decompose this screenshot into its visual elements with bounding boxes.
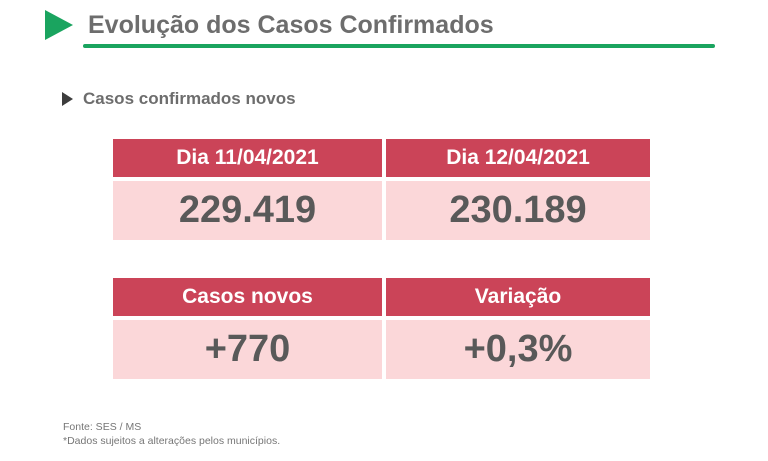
footer-source: Fonte: SES / MS <box>63 421 142 433</box>
footer-note: *Dados sujeitos a alterações pelos munic… <box>63 435 281 448</box>
table-header-day2: Dia 12/04/2021 <box>386 139 650 177</box>
green-right-arrow-icon <box>45 10 73 40</box>
section-subtitle: Casos confirmados novos <box>62 89 296 109</box>
footer: Fonte: SES / MS *Dados sujeitos a altera… <box>63 420 280 448</box>
table-value-new-cases: +770 <box>113 320 382 379</box>
table-header-variation: Variação <box>386 278 650 316</box>
table-value-day2: 230.189 <box>386 181 650 240</box>
table-value-variation: +0,3% <box>386 320 650 379</box>
page-title: Evolução dos Casos Confirmados <box>88 10 494 39</box>
table-header-new-cases: Casos novos <box>113 278 382 316</box>
table-value-day1: 229.419 <box>113 181 382 240</box>
cases-comparison-table: Dia 11/04/2021 Dia 12/04/2021 229.419 23… <box>113 139 650 240</box>
dark-right-arrow-icon <box>62 92 73 106</box>
table-header-day1: Dia 11/04/2021 <box>113 139 382 177</box>
subtitle-label: Casos confirmados novos <box>83 89 296 108</box>
title-underline <box>83 44 715 48</box>
page-header: Evolução dos Casos Confirmados <box>45 10 494 40</box>
variation-table: Casos novos Variação +770 +0,3% <box>113 278 650 379</box>
